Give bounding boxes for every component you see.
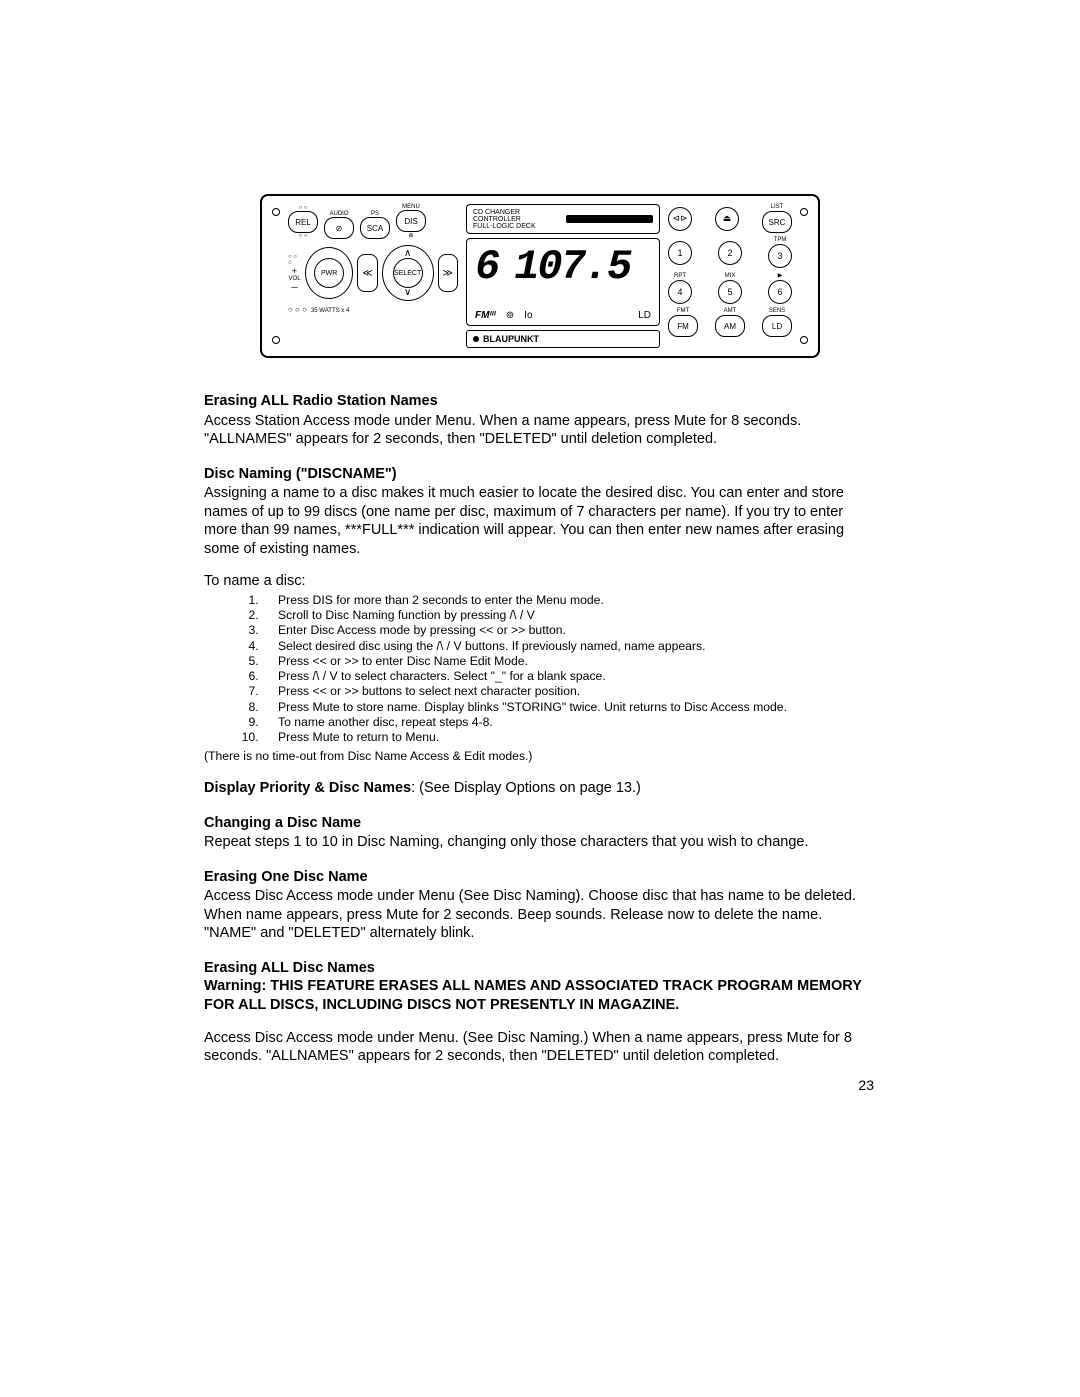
step-item: Enter Disc Access mode by pressing << or… xyxy=(262,623,876,638)
right-controls: ⊲⊳ ⏏ LIST SRC 1 2 TPM 3 RPT 4 xyxy=(668,204,792,348)
lcd-disc: 6 xyxy=(475,243,500,291)
step-item: Press DIS for more than 2 seconds to ent… xyxy=(262,593,876,608)
next-button[interactable]: ≫ xyxy=(438,254,458,292)
prev-button[interactable]: ≪ xyxy=(357,254,377,292)
display-priority-ref: : (See Display Options on page 13.) xyxy=(411,780,641,796)
heading-change-name: Changing a Disc Name xyxy=(204,814,876,833)
right-screws xyxy=(800,204,808,348)
para-disc-naming: Assigning a name to a disc makes it much… xyxy=(204,484,876,558)
document-body: Erasing ALL Radio Station Names Access S… xyxy=(204,392,876,1066)
heading-erase-all: Erasing ALL Disc Names xyxy=(204,959,876,978)
watts-label: 35 WATTS x 4 xyxy=(311,308,349,314)
skip-button[interactable]: ⊲⊳ xyxy=(668,207,692,231)
step-item: Press /\ / V to select characters. Selec… xyxy=(262,669,876,684)
heading-disc-naming: Disc Naming ("DISCNAME") xyxy=(204,465,876,484)
radio-faceplate: ○ ○ REL ○ ○ AUDIO ⊘ PS SCA MENU DIS ⊕ ○ … xyxy=(260,194,820,358)
info-line-1: CD CHANGER CONTROLLER xyxy=(473,209,566,223)
step-item: Select desired disc using the /\ / V but… xyxy=(262,639,876,654)
cassette-slot xyxy=(566,215,653,223)
fm-button[interactable]: FM xyxy=(668,315,698,337)
step-item: Press << or >> buttons to select next ch… xyxy=(262,684,876,699)
center-panel: CD CHANGER CONTROLLER FULL-LOGIC DECK 6 … xyxy=(466,204,660,348)
preset-4[interactable]: 4 xyxy=(668,280,692,304)
preset-5[interactable]: 5 xyxy=(718,280,742,304)
step-item: Press << or >> to enter Disc Name Edit M… xyxy=(262,654,876,669)
mute-button[interactable]: ⊘ xyxy=(324,217,354,239)
heading-erase-stations: Erasing ALL Radio Station Names xyxy=(204,392,876,411)
select-dial[interactable]: ∧ SELECT ∨ xyxy=(382,245,434,301)
am-button[interactable]: AM xyxy=(715,315,745,337)
page-number: 23 xyxy=(858,1077,874,1093)
left-screws xyxy=(272,204,280,348)
lcd-display: 6 107.5 FMᴵᴵᴵ ⊚ Io LD xyxy=(466,238,660,326)
steps-list: Press DIS for more than 2 seconds to ent… xyxy=(262,593,876,746)
step-item: Press Mute to return to Menu. xyxy=(262,730,876,745)
dis-button[interactable]: DIS xyxy=(396,210,426,232)
ld-button[interactable]: LD xyxy=(762,315,792,337)
lead-to-name: To name a disc: xyxy=(204,572,876,591)
para-change-name: Repeat steps 1 to 10 in Disc Naming, cha… xyxy=(204,833,876,852)
preset-6[interactable]: 6 xyxy=(768,280,792,304)
heading-display-priority: Display Priority & Disc Names xyxy=(204,780,411,796)
pwr-dial[interactable]: PWR xyxy=(305,247,353,299)
heading-erase-one: Erasing One Disc Name xyxy=(204,868,876,887)
info-line-2: FULL-LOGIC DECK xyxy=(473,223,566,230)
lcd-freq: 107.5 xyxy=(514,243,630,291)
warning-erase-all: Warning: THIS FEATURE ERASES ALL NAMES A… xyxy=(204,977,876,1014)
para-erase-one: Access Disc Access mode under Menu (See … xyxy=(204,887,876,943)
para-erase-all: Access Disc Access mode under Menu. (See… xyxy=(204,1029,876,1066)
preset-3[interactable]: 3 xyxy=(768,244,792,268)
left-controls: ○ ○ REL ○ ○ AUDIO ⊘ PS SCA MENU DIS ⊕ ○ … xyxy=(288,204,458,348)
preset-1[interactable]: 1 xyxy=(668,241,692,265)
eject-button[interactable]: ⏏ xyxy=(715,207,739,231)
rel-button[interactable]: REL xyxy=(288,211,318,233)
brand-bar: BLAUPUNKT xyxy=(466,330,660,348)
step-item: Scroll to Disc Naming function by pressi… xyxy=(262,608,876,623)
src-button[interactable]: SRC xyxy=(762,211,792,233)
para-erase-stations: Access Station Access mode under Menu. W… xyxy=(204,412,876,449)
note-timeout: (There is no time-out from Disc Name Acc… xyxy=(204,749,876,765)
step-item: Press Mute to store name. Display blinks… xyxy=(262,700,876,715)
preset-2[interactable]: 2 xyxy=(718,241,742,265)
sca-button[interactable]: SCA xyxy=(360,217,390,239)
step-item: To name another disc, repeat steps 4-8. xyxy=(262,715,876,730)
